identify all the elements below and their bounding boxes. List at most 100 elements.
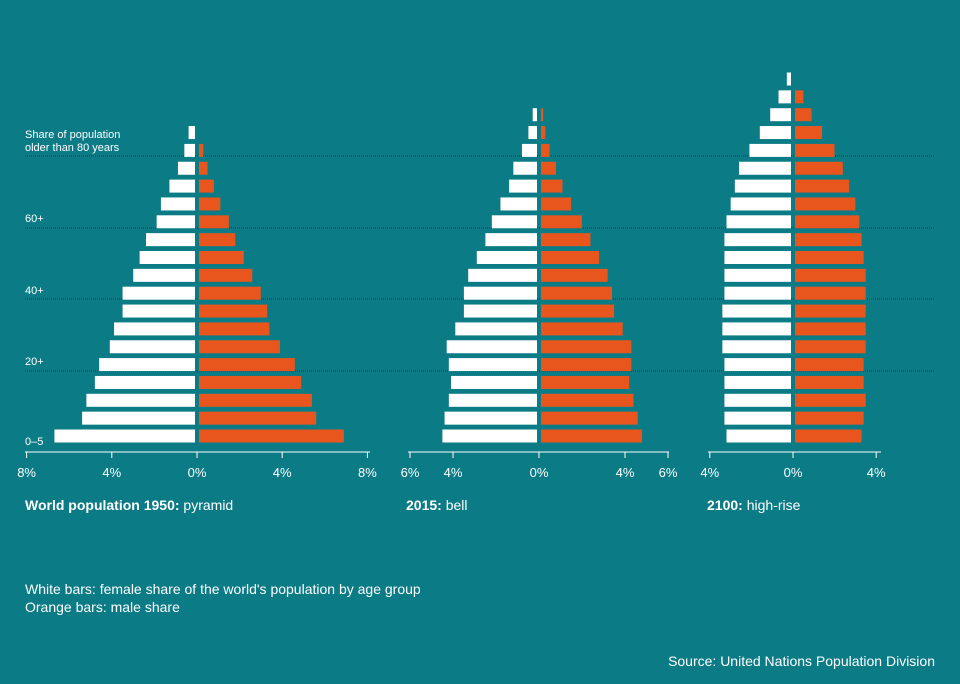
bar-2-male-19 [795, 90, 804, 104]
bar-2-female-17 [759, 126, 791, 140]
bar-0-male-0 [199, 429, 344, 443]
bar-2-female-8 [724, 286, 791, 300]
bar-2-male-12 [795, 215, 860, 229]
bar-2-female-3 [724, 375, 791, 389]
bar-2-male-3 [795, 375, 864, 389]
source-note: Source: United Nations Population Divisi… [668, 653, 935, 669]
bar-2-male-15 [795, 161, 843, 175]
bar-0-female-11 [146, 233, 195, 247]
x-tick-label-0-3: 4% [273, 465, 292, 480]
bar-0-male-4 [199, 358, 295, 372]
bar-1-male-1 [541, 411, 638, 425]
bar-0-male-2 [199, 393, 312, 407]
x-tick-label-2-1: 0% [784, 465, 803, 480]
bar-1-male-17 [541, 126, 546, 140]
panel-title-2015: 2015: bell [406, 497, 468, 513]
bar-2-female-4 [724, 358, 791, 372]
bar-2-male-14 [795, 179, 850, 193]
x-tick-label-0-0: 8% [17, 465, 36, 480]
bar-1-female-10 [476, 251, 537, 264]
bar-1-female-2 [448, 393, 537, 407]
bar-1-male-12 [541, 215, 582, 229]
bar-1-female-14 [509, 179, 537, 193]
bar-0-female-17 [188, 126, 195, 140]
bar-0-female-6 [114, 322, 195, 336]
bar-2-female-2 [724, 393, 791, 407]
bar-1-female-1 [444, 411, 537, 425]
bar-1-female-0 [442, 429, 537, 443]
bar-0-male-13 [199, 197, 221, 211]
bar-0-male-3 [199, 375, 302, 389]
bar-2-male-5 [795, 340, 866, 354]
bar-0-female-0 [54, 429, 195, 443]
bar-2-male-13 [795, 197, 856, 211]
bar-2-female-13 [730, 197, 791, 211]
x-tick-label-1-0: 6% [401, 465, 420, 480]
bar-1-female-7 [463, 304, 537, 318]
panel-title-1950-rest: pyramid [179, 497, 234, 513]
bar-0-male-7 [199, 304, 268, 318]
bar-0-female-16 [184, 143, 195, 157]
bar-1-male-8 [541, 286, 612, 300]
bar-1-female-8 [463, 286, 537, 300]
bar-1-male-2 [541, 393, 634, 407]
bar-2-male-0 [795, 429, 862, 443]
annotation-share-80: Share of population older than 80 years [25, 129, 120, 155]
age-label-40: 40+ [25, 285, 44, 297]
annotation-share-80-line1: Share of population [25, 129, 121, 141]
bar-0-female-14 [169, 179, 195, 193]
bar-0-female-5 [109, 340, 195, 354]
bar-1-female-16 [521, 143, 537, 157]
bar-2-female-20 [786, 72, 791, 86]
bar-0-male-5 [199, 340, 280, 354]
age-label-20: 20+ [25, 356, 44, 368]
bar-1-female-5 [446, 340, 537, 354]
x-tick-label-2-0: 4% [700, 465, 719, 480]
legend: White bars: female share of the world's … [25, 580, 421, 616]
x-tick-label-1-4: 6% [659, 465, 678, 480]
bar-2-female-7 [722, 304, 791, 318]
x-tick-label-2-2: 4% [867, 465, 886, 480]
bar-2-male-7 [795, 304, 866, 318]
bar-1-female-11 [485, 233, 537, 247]
age-label-60: 60+ [25, 213, 44, 225]
bar-1-male-14 [541, 179, 563, 193]
bar-1-male-13 [541, 197, 572, 211]
bar-1-female-12 [491, 215, 537, 229]
bar-0-female-12 [156, 215, 195, 229]
bar-1-female-15 [513, 161, 537, 175]
x-tick-label-1-3: 4% [616, 465, 635, 480]
bar-0-male-9 [199, 268, 253, 282]
bar-0-male-10 [199, 251, 244, 264]
bar-0-female-7 [122, 304, 195, 318]
bar-1-male-3 [541, 375, 630, 389]
bar-0-female-13 [160, 197, 195, 211]
bar-2-female-9 [724, 268, 791, 282]
bar-1-male-10 [541, 251, 600, 264]
bar-2-male-8 [795, 286, 866, 300]
bar-2-male-2 [795, 393, 866, 407]
panel-title-2015-rest: bell [441, 497, 468, 513]
bar-0-male-14 [199, 179, 214, 193]
bar-2-male-6 [795, 322, 866, 336]
bar-1-male-7 [541, 304, 615, 318]
bar-2-female-10 [724, 251, 791, 264]
bar-1-male-6 [541, 322, 623, 336]
legend-male: Orange bars: male share [25, 599, 180, 615]
bar-2-female-18 [770, 108, 791, 122]
bar-0-female-10 [139, 251, 195, 264]
bar-2-female-0 [726, 429, 791, 443]
bar-0-female-2 [86, 393, 195, 407]
bar-1-female-13 [500, 197, 537, 211]
bar-1-female-4 [448, 358, 537, 372]
bar-1-male-16 [541, 143, 550, 157]
bar-0-female-4 [99, 358, 195, 372]
bar-1-female-18 [532, 108, 537, 122]
bar-0-female-8 [122, 286, 195, 300]
x-tick-label-0-4: 8% [358, 465, 377, 480]
bar-1-male-11 [541, 233, 591, 247]
bar-2-female-16 [749, 143, 791, 157]
bar-2-male-9 [795, 268, 866, 282]
bar-1-female-3 [451, 375, 537, 389]
